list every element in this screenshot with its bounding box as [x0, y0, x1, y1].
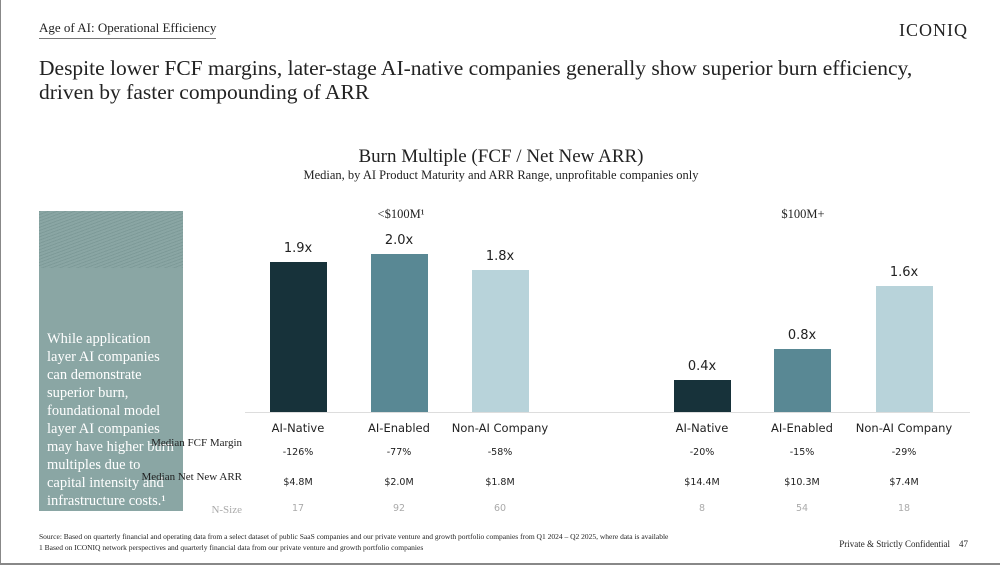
- category-label: AI-Enabled: [771, 421, 833, 435]
- iconiq-logo: ICONIQ: [899, 20, 968, 40]
- group-label-100m-plus: $100M+: [781, 207, 825, 221]
- table-cell: -29%: [891, 447, 917, 458]
- section-label: Age of AI: Operational Efficiency: [39, 20, 217, 39]
- table-cell: 17: [291, 503, 305, 514]
- bar-non-ai-company-g0: [471, 269, 529, 412]
- table-cell: -126%: [282, 447, 314, 458]
- bar-value-label: 0.4x: [687, 359, 717, 375]
- category-label: AI-Native: [675, 421, 729, 435]
- callout-texture: [39, 211, 183, 268]
- table-cell: -58%: [487, 447, 513, 458]
- bar-ai-native-g1: [673, 380, 731, 412]
- footnote-1: 1 Based on ICONIQ network perspectives a…: [39, 543, 424, 552]
- bar-value-label: 1.9x: [283, 240, 313, 256]
- bar-ai-native-g0: [269, 261, 327, 412]
- chart-subtitle: Median, by AI Product Maturity and ARR R…: [303, 168, 699, 182]
- bar-value-label: 0.8x: [787, 327, 817, 343]
- row-label-net-new-arr: Median Net New ARR: [141, 471, 242, 483]
- bar-value-label: 2.0x: [384, 233, 414, 248]
- table-cell: $1.8M: [485, 477, 515, 488]
- bar-ai-enabled-g1: [773, 348, 831, 412]
- bar-value-label: 1.8x: [485, 248, 515, 264]
- table-cell: 54: [795, 503, 809, 514]
- callout-box: While application layer AI companies can…: [39, 211, 183, 511]
- row-label-fcf-margin: Median FCF Margin: [151, 437, 242, 449]
- table-cell: 60: [493, 503, 507, 514]
- bar-non-ai-company-g1: [875, 285, 933, 412]
- chart-title: Burn Multiple (FCF / Net New ARR): [358, 146, 644, 167]
- table-cell: $4.8M: [283, 477, 313, 488]
- table-cell: -77%: [386, 447, 412, 458]
- callout-text: While application layer AI companies can…: [47, 331, 174, 509]
- table-cell: -15%: [789, 447, 815, 458]
- table-cell: 8: [698, 503, 706, 514]
- table-cell: -20%: [689, 447, 715, 458]
- source-note: Source: Based on quarterly financial and…: [39, 532, 669, 541]
- table-cell: $14.4M: [684, 477, 720, 488]
- x-axis-line: [245, 412, 970, 413]
- page-number: 47: [959, 539, 968, 549]
- category-label: Non-AI Company: [855, 421, 953, 435]
- footnotes: Source: Based on quarterly financial and…: [39, 531, 668, 553]
- category-label: AI-Native: [271, 421, 325, 435]
- category-label: Non-AI Company: [451, 421, 549, 435]
- table-cell: $7.4M: [889, 477, 919, 488]
- group-label-under-100m: <$100M¹: [377, 207, 425, 221]
- headline: Despite lower FCF margins, later-stage A…: [39, 56, 913, 104]
- category-label: AI-Enabled: [368, 421, 430, 435]
- table-cell: $10.3M: [784, 477, 820, 488]
- bar-value-label: 1.6x: [889, 264, 919, 280]
- table-cell: 18: [897, 503, 911, 514]
- row-label-n-size: N-Size: [211, 504, 242, 516]
- confidential-label: Private & Strictly Confidential: [839, 539, 950, 549]
- bar-ai-enabled-g0: [370, 254, 428, 412]
- table-cell: 92: [392, 503, 406, 514]
- table-cell: $2.0M: [384, 477, 414, 488]
